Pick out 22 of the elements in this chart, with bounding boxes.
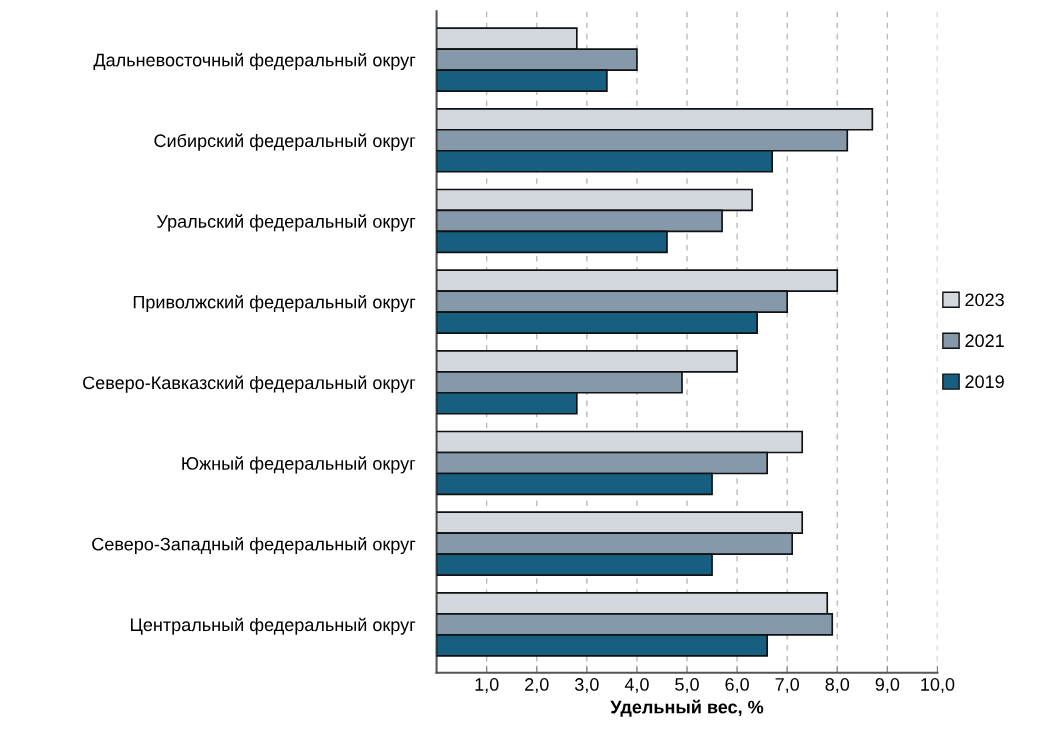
x-tick-label: 6,0 <box>725 678 749 693</box>
y-tick-label: Приволжский федеральный округ <box>133 294 416 313</box>
y-tick-label: Дальневосточный федеральный округ <box>93 52 416 71</box>
y-tick-label: Уральский федеральный округ <box>156 214 416 232</box>
x-tick-label: 3,0 <box>574 678 599 693</box>
x-tick-label: 9,0 <box>875 678 900 693</box>
x-axis-title: Удельный вес, % <box>610 699 764 717</box>
x-tick-label: 4,0 <box>624 678 649 693</box>
x-tick-label: 2,0 <box>525 678 549 693</box>
y-tick-label: Северо-Кавказский федеральный округ <box>83 375 416 393</box>
x-tick-label: 8,0 <box>825 678 850 693</box>
x-tick-label: 5,0 <box>675 678 699 693</box>
x-tick-label: 1,0 <box>475 678 499 693</box>
legend-label: 2019 <box>965 375 1004 389</box>
y-tick-label: Южный федеральный округ <box>182 456 416 474</box>
x-tick-label: 7,0 <box>775 678 800 693</box>
x-tick-label: 10,0 <box>921 678 955 693</box>
y-tick-label: Северо-Западный федеральный округ <box>92 536 416 555</box>
legend-label: 2023 <box>965 293 1004 307</box>
y-tick-label: Сибирский федеральный округ <box>154 133 416 151</box>
legend-label: 2021 <box>965 334 1004 348</box>
y-tick-label: Центральный федеральный округ <box>130 617 416 635</box>
